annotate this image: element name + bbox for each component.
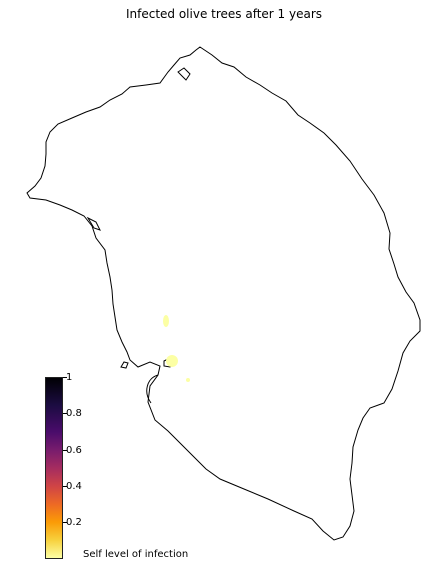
west-inlet: [86, 216, 101, 231]
colorbar-tick-label-0-2: 0.2: [66, 517, 82, 528]
infection-cluster-north: [163, 315, 169, 327]
colorbar-tick-label-0-4: 0.4: [66, 481, 82, 492]
colorbar-tick-label-1: 1: [66, 372, 73, 383]
colorbar-tick-0-4: [63, 486, 67, 487]
infection-cluster-east: [186, 378, 190, 382]
infection-layer: [163, 315, 190, 382]
colorbar-tick-0-2: [63, 522, 67, 523]
north-inlet: [177, 67, 191, 81]
colorbar: [45, 377, 63, 559]
island-outline: [120, 361, 129, 369]
colorbar-tick-0-6: [63, 450, 67, 451]
map-title: Infected olive trees after 1 years: [125, 7, 323, 21]
colorbar-tick-0-8: [63, 413, 67, 414]
infection-cluster-center: [166, 355, 178, 367]
colorbar-tick-label-0-8: 0.8: [66, 408, 82, 419]
region-outline: [26, 46, 421, 541]
colorbar-tick-1: [63, 377, 67, 378]
bay-inlet: [146, 374, 159, 404]
colorbar-label: Self level of infection: [83, 549, 189, 560]
colorbar-tick-label-0-6: 0.6: [66, 445, 82, 456]
